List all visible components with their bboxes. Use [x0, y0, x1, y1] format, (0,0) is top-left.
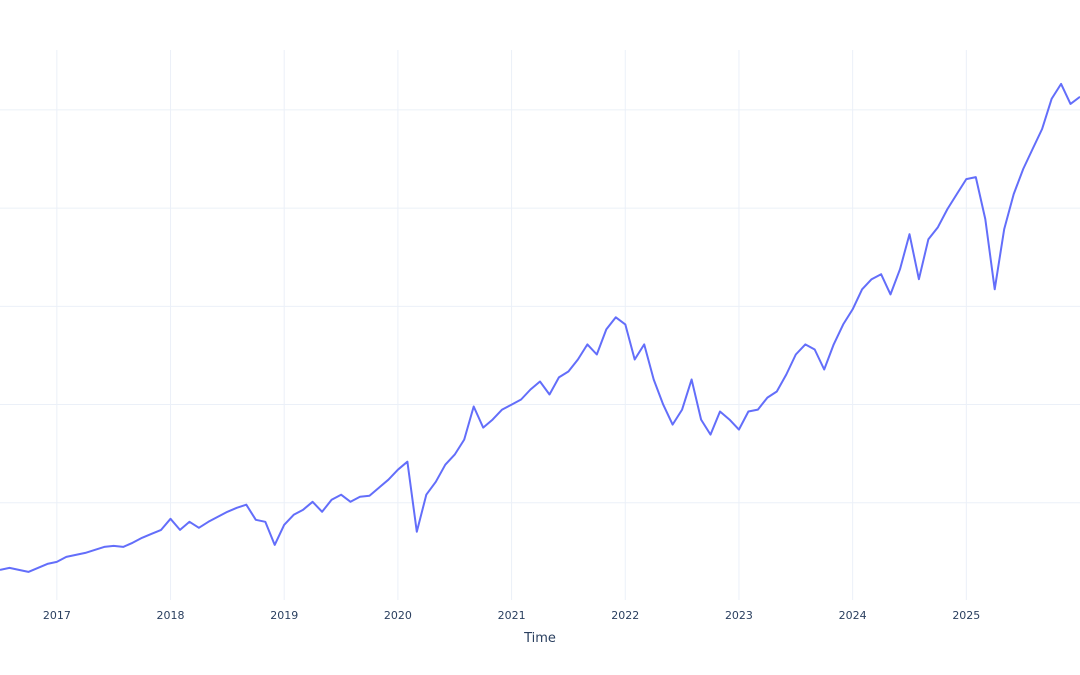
x-tick-label: 2022: [611, 609, 639, 622]
x-tick-label: 2024: [839, 609, 867, 622]
x-tick-label: 2020: [384, 609, 412, 622]
x-tick-label: 2023: [725, 609, 753, 622]
line-series: [0, 82, 1080, 573]
x-tick-label: 2025: [952, 609, 980, 622]
x-tick-label: 2021: [498, 609, 526, 622]
x-tick-label: 2017: [43, 609, 71, 622]
x-tick-label: 2019: [270, 609, 298, 622]
x-tick-label: 2018: [157, 609, 185, 622]
x-axis-title: Time: [523, 631, 556, 646]
